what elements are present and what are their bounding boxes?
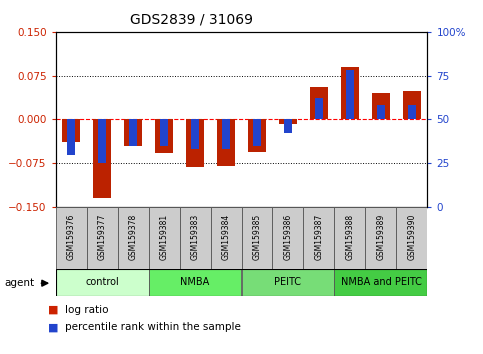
Bar: [160, 120, 168, 146]
Bar: [180, 207, 211, 269]
Text: GSM159390: GSM159390: [408, 213, 416, 260]
Text: GSM159387: GSM159387: [314, 214, 324, 260]
Text: GSM159377: GSM159377: [98, 213, 107, 260]
Bar: [272, 207, 303, 269]
Text: GDS2839 / 31069: GDS2839 / 31069: [130, 12, 254, 27]
Text: ■: ■: [48, 322, 59, 332]
Bar: [217, 120, 235, 166]
Text: PEITC: PEITC: [274, 277, 301, 287]
Bar: [377, 105, 385, 120]
Bar: [341, 67, 359, 120]
Bar: [129, 120, 137, 146]
Bar: [67, 120, 75, 154]
Text: GSM159385: GSM159385: [253, 214, 261, 260]
Text: GSM159383: GSM159383: [190, 214, 199, 260]
Bar: [253, 120, 261, 146]
Bar: [279, 120, 297, 124]
Bar: [334, 269, 427, 296]
Bar: [186, 120, 204, 167]
Text: GSM159378: GSM159378: [128, 214, 138, 260]
Text: GSM159388: GSM159388: [345, 214, 355, 260]
Bar: [211, 207, 242, 269]
Bar: [397, 207, 427, 269]
Bar: [149, 207, 180, 269]
Bar: [303, 207, 334, 269]
Bar: [149, 269, 242, 296]
Bar: [242, 207, 272, 269]
Text: agent: agent: [5, 278, 35, 288]
Bar: [222, 120, 230, 149]
Bar: [372, 93, 390, 120]
Bar: [62, 120, 80, 142]
Bar: [242, 269, 334, 296]
Text: GSM159381: GSM159381: [159, 214, 169, 260]
Text: control: control: [85, 277, 119, 287]
Bar: [93, 120, 112, 198]
Text: NMBA and PEITC: NMBA and PEITC: [341, 277, 421, 287]
Text: GSM159376: GSM159376: [67, 213, 75, 260]
Bar: [310, 87, 328, 120]
Text: GSM159386: GSM159386: [284, 214, 293, 260]
Bar: [248, 120, 266, 152]
Bar: [56, 207, 86, 269]
Bar: [284, 120, 292, 133]
Text: GSM159389: GSM159389: [376, 214, 385, 260]
Text: ■: ■: [48, 305, 59, 315]
Bar: [86, 207, 117, 269]
Bar: [403, 91, 421, 120]
Text: NMBA: NMBA: [180, 277, 210, 287]
Text: log ratio: log ratio: [65, 305, 109, 315]
Bar: [124, 120, 142, 146]
Bar: [334, 207, 366, 269]
Text: percentile rank within the sample: percentile rank within the sample: [65, 322, 241, 332]
Bar: [155, 120, 173, 153]
Bar: [117, 207, 149, 269]
Bar: [366, 207, 397, 269]
Bar: [346, 70, 354, 120]
Bar: [408, 105, 416, 120]
Bar: [315, 98, 323, 120]
Text: GSM159384: GSM159384: [222, 214, 230, 260]
Bar: [98, 120, 106, 163]
Bar: [191, 120, 199, 149]
Bar: [56, 269, 149, 296]
